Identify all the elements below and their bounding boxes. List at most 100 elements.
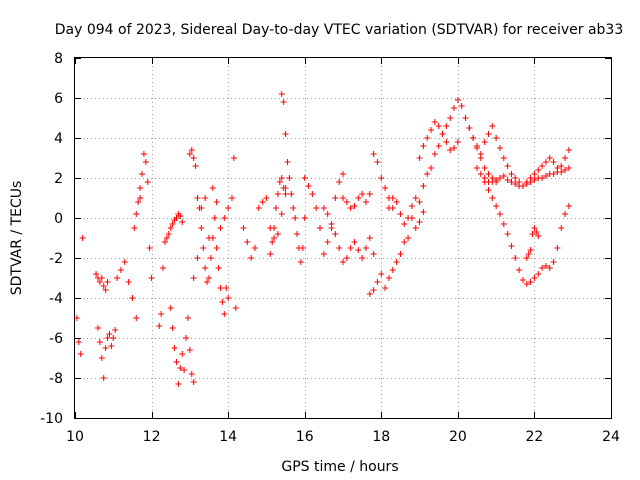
data-point	[202, 195, 209, 201]
data-point	[200, 245, 207, 251]
data-point	[493, 135, 500, 141]
series-t16_0	[301, 171, 346, 257]
data-point	[161, 239, 168, 245]
data-point	[100, 283, 107, 289]
series-t12_5	[167, 305, 197, 387]
data-point	[485, 131, 492, 137]
data-point	[382, 185, 389, 191]
data-point	[424, 135, 431, 141]
data-point	[215, 265, 222, 271]
data-point	[542, 159, 549, 165]
data-point	[343, 255, 350, 261]
series-t11_7	[137, 151, 155, 281]
data-point	[401, 239, 408, 245]
data-point	[428, 165, 435, 171]
data-point	[324, 239, 331, 245]
data-point	[493, 177, 500, 183]
data-point	[420, 143, 427, 149]
data-point	[359, 191, 366, 197]
data-point	[77, 351, 84, 357]
data-point	[454, 97, 461, 103]
x-tick-label: 16	[296, 429, 314, 445]
data-point	[565, 147, 572, 153]
data-point	[240, 225, 247, 231]
data-point	[362, 245, 369, 251]
data-point	[374, 279, 381, 285]
y-tick-label: 6	[54, 91, 63, 107]
data-point	[428, 127, 435, 133]
data-point	[232, 305, 239, 311]
data-point	[280, 185, 287, 191]
data-point	[340, 259, 346, 265]
data-point	[466, 125, 473, 131]
data-point	[129, 295, 136, 301]
data-point	[485, 171, 492, 177]
data-point	[454, 139, 461, 145]
data-point	[462, 115, 469, 121]
data-point	[565, 165, 572, 171]
data-point	[207, 255, 214, 261]
data-point	[211, 215, 218, 221]
data-point	[98, 355, 105, 361]
data-point	[385, 205, 392, 211]
data-point	[225, 295, 232, 301]
data-point	[167, 305, 174, 311]
data-point	[317, 225, 324, 231]
x-tick-label: 12	[143, 429, 161, 445]
data-point	[340, 171, 346, 177]
data-point	[282, 131, 289, 137]
data-point	[366, 235, 373, 241]
data-point	[489, 195, 496, 201]
data-point	[523, 181, 530, 187]
data-point	[280, 99, 287, 105]
data-point	[163, 235, 170, 241]
data-point	[192, 163, 199, 169]
data-point	[313, 205, 320, 211]
data-point	[177, 365, 184, 371]
data-point	[228, 195, 235, 201]
y-tick-label: -8	[49, 371, 63, 387]
data-point	[378, 271, 385, 277]
data-point	[496, 145, 503, 151]
data-point	[186, 347, 193, 353]
data-point	[508, 179, 515, 185]
data-point	[217, 225, 224, 231]
x-tick-label: 22	[526, 429, 544, 445]
data-point	[190, 379, 197, 385]
data-point	[366, 291, 373, 297]
data-point	[343, 199, 350, 205]
data-point	[470, 135, 477, 141]
data-point	[539, 265, 546, 271]
plot-frame	[74, 57, 612, 419]
data-point	[221, 215, 228, 221]
data-point	[96, 339, 103, 345]
data-point	[431, 119, 438, 125]
data-point	[481, 139, 488, 145]
data-point	[284, 159, 291, 165]
data-point	[165, 231, 172, 237]
data-point	[188, 147, 195, 153]
data-points	[73, 91, 572, 387]
data-point	[439, 131, 446, 137]
data-point	[550, 259, 557, 265]
data-point	[301, 215, 308, 221]
data-point	[169, 325, 176, 331]
data-point	[144, 179, 151, 185]
data-point	[531, 177, 538, 183]
series-t10_6	[94, 325, 119, 381]
data-point	[474, 143, 480, 149]
series-t12_2	[156, 211, 186, 329]
data-point	[137, 185, 144, 191]
data-point	[550, 159, 557, 165]
y-tick-label: -4	[49, 291, 63, 307]
data-point	[500, 221, 507, 227]
data-point	[184, 315, 191, 321]
data-point	[267, 251, 274, 257]
data-point	[217, 285, 224, 291]
data-point	[527, 179, 534, 185]
data-point	[535, 233, 542, 239]
data-point	[269, 239, 276, 245]
data-point	[328, 221, 335, 227]
data-point	[230, 155, 237, 161]
